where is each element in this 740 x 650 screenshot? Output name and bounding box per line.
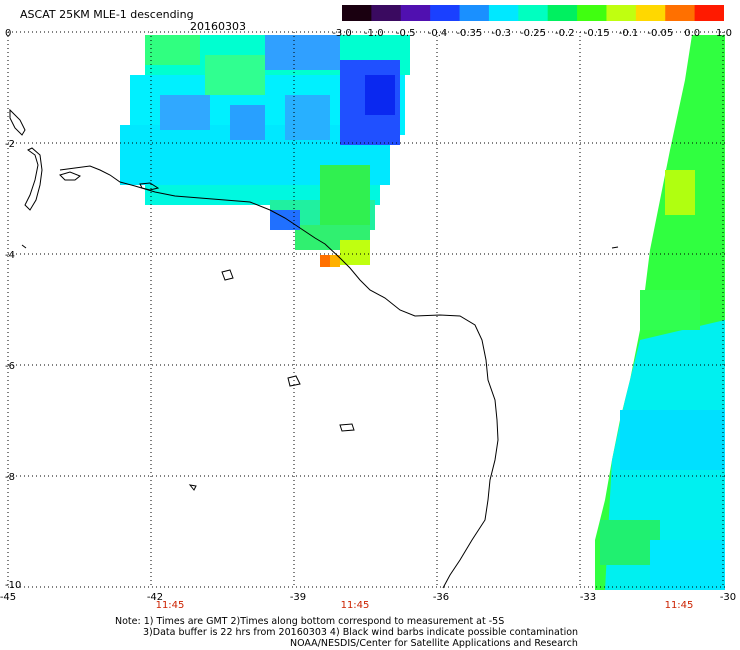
note-line-2: 3)Data buffer is 22 hrs from 20160303 4)… <box>143 627 579 638</box>
colorbar-swatch <box>606 5 637 21</box>
grid-lines <box>7 31 725 588</box>
colorbar-label: 1.0 <box>716 28 732 39</box>
colorbar-label: -0.05 <box>647 28 674 39</box>
colorbar <box>342 5 724 21</box>
colorbar-swatch <box>694 5 724 21</box>
x-tick-label: -45 <box>0 592 17 603</box>
x-tick-label: -30 <box>719 592 737 603</box>
time-label: 11:45 <box>340 600 370 611</box>
colorbar-swatch <box>577 5 607 21</box>
colorbar-label: -0.3 <box>491 28 511 39</box>
colorbar-label: -1.0 <box>364 28 384 39</box>
note-line-1: Note: 1) Times are GMT 2)Times along bot… <box>115 616 505 627</box>
time-label: 11:45 <box>155 600 185 611</box>
x-tick-label: -42 <box>146 592 164 603</box>
colorbar-swatch <box>400 5 431 21</box>
colorbar-swatch <box>371 5 402 21</box>
colorbar-swatch <box>665 5 696 21</box>
y-tick-label: -6 <box>5 361 15 372</box>
y-tick-label: -4 <box>5 250 15 261</box>
map-title: ASCAT 25KM MLE-1 descending <box>20 8 194 21</box>
x-tick-label: -33 <box>579 592 597 603</box>
x-tick-label: -36 <box>432 592 450 603</box>
colorbar-label: -0.1 <box>618 28 639 39</box>
y-tick-label: 0 <box>5 28 12 39</box>
colorbar-label: -0.4 <box>427 28 448 39</box>
colorbar-label: -3.0 <box>332 28 352 39</box>
swath-west-mle-field <box>120 35 410 267</box>
note-line-3: NOAA/NESDIS/Center for Satellite Applica… <box>290 638 578 649</box>
time-label: 11:45 <box>664 600 694 611</box>
coastline <box>9 108 619 589</box>
colorbar-label: -0.35 <box>456 28 483 39</box>
colorbar-label: -0.2 <box>555 28 575 39</box>
y-tick-label: -10 <box>5 580 22 591</box>
colorbar-swatch <box>430 5 461 21</box>
colorbar-swatch <box>547 5 578 21</box>
colorbar-swatch <box>488 5 519 21</box>
colorbar-label: -0.25 <box>520 28 546 39</box>
colorbar-swatch <box>518 5 549 21</box>
colorbar-label: -0.5 <box>395 28 416 39</box>
x-tick-label: -39 <box>289 592 307 603</box>
colorbar-label: -0.15 <box>583 28 610 39</box>
y-tick-label: -2 <box>5 139 15 150</box>
colorbar-swatch <box>342 5 372 21</box>
colorbar-swatch <box>459 5 490 21</box>
swath-east-mle-field <box>595 35 725 590</box>
y-tick-label: -8 <box>5 472 15 483</box>
map-date: 20160303 <box>190 20 246 33</box>
colorbar-swatch <box>635 5 666 21</box>
colorbar-label: 0.0 <box>684 28 701 39</box>
